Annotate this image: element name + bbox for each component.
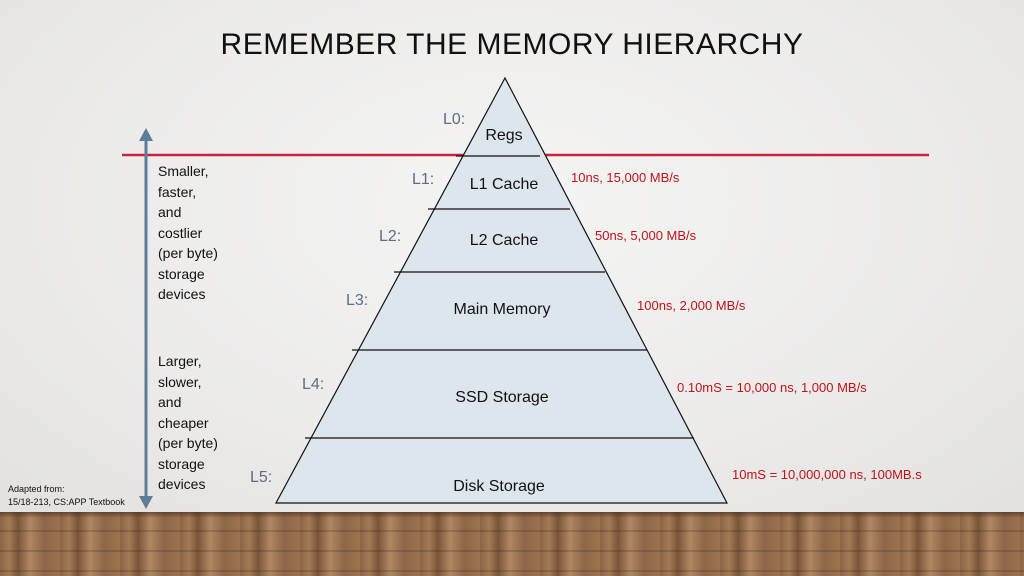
side-text-smaller-faster: Smaller, faster, and costlier (per byte)…	[158, 161, 248, 305]
side-line: Smaller,	[158, 163, 209, 179]
source-credit: Adapted from: 15/18-213, CS:APP Textbook	[8, 483, 125, 509]
tier-l1-cache: L1 Cache	[469, 176, 539, 193]
note-l4: 0.10mS = 10,000 ns, 1,000 MB/s	[677, 380, 867, 395]
tier-disk-storage: Disk Storage	[453, 478, 545, 495]
side-line: and	[158, 394, 182, 410]
note-l2: 50ns, 5,000 MB/s	[595, 228, 697, 243]
side-line: faster,	[158, 183, 197, 200]
arrow-down-head-icon	[139, 496, 153, 509]
side-line: cheaper	[158, 414, 209, 431]
side-line: devices	[158, 286, 206, 302]
side-line: devices	[158, 476, 206, 492]
arrow-up-head-icon	[139, 128, 153, 141]
note-l5: 10mS = 10,000,000 ns, 100MB.s	[732, 467, 922, 482]
level-label-l3: L3:	[346, 292, 369, 309]
level-label-l4: L4:	[302, 376, 325, 393]
slide-title: REMEMBER THE MEMORY HIERARCHY	[220, 28, 804, 61]
tier-regs: Regs	[485, 127, 523, 144]
side-line: costlier	[158, 224, 203, 241]
level-label-l5: L5:	[250, 469, 273, 486]
tier-main-memory: Main Memory	[453, 301, 551, 318]
side-line: storage	[158, 265, 205, 282]
level-label-l0: L0:	[443, 111, 466, 128]
side-text-larger-slower: Larger, slower, and cheaper (per byte) s…	[158, 351, 248, 495]
tier-l2-cache: L2 Cache	[469, 232, 539, 249]
note-l3: 100ns, 2,000 MB/s	[637, 298, 746, 313]
side-line: slower,	[158, 373, 202, 390]
side-line: and	[158, 204, 182, 220]
credit-line-1: Adapted from:	[8, 484, 65, 494]
level-label-l2: L2:	[379, 228, 402, 245]
side-line: storage	[158, 455, 205, 472]
side-line: Larger,	[158, 353, 202, 369]
side-line: (per byte)	[158, 245, 218, 261]
tier-ssd-storage: SSD Storage	[455, 389, 549, 406]
note-l1: 10ns, 15,000 MB/s	[571, 170, 680, 185]
side-line: (per byte)	[158, 435, 218, 451]
pyramid-shape	[274, 76, 728, 504]
wood-floor	[0, 512, 1024, 576]
credit-line-2: 15/18-213, CS:APP Textbook	[8, 497, 125, 507]
level-label-l1: L1:	[412, 171, 435, 188]
